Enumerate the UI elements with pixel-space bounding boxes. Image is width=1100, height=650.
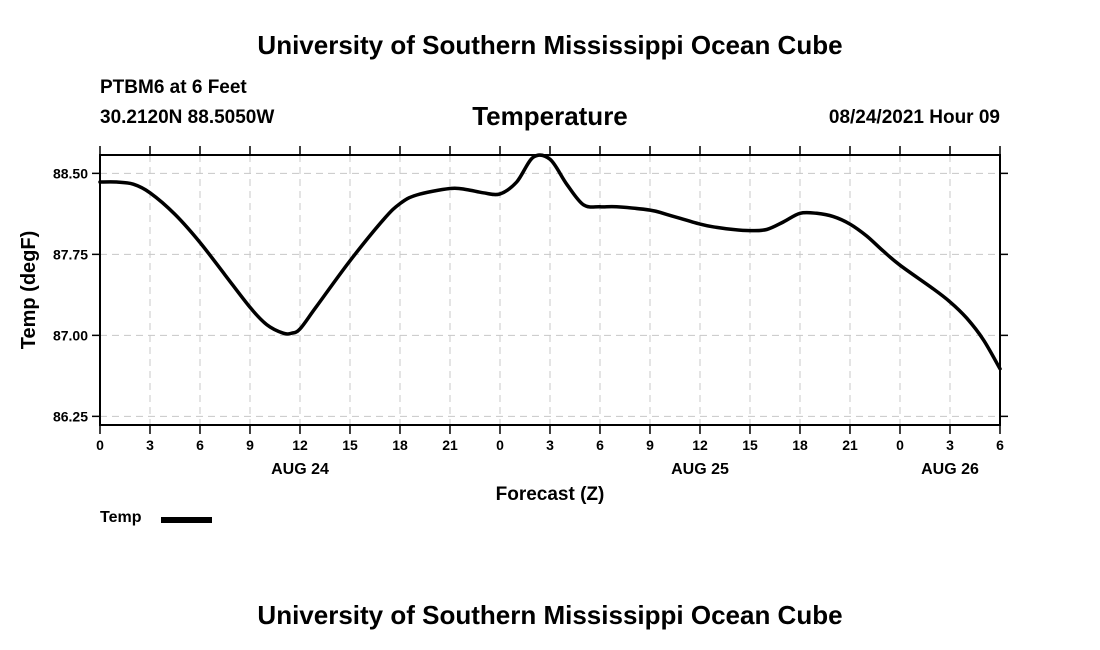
x-tick-label: 15: [742, 437, 758, 453]
series-line-temp: [98, 153, 1002, 371]
x-tick-label: 12: [692, 437, 708, 453]
x-tick-label: 0: [96, 437, 104, 453]
x-tick-label: 0: [896, 437, 904, 453]
legend-label: Temp: [100, 509, 142, 526]
y-tick-label: 88.50: [53, 165, 88, 181]
grid-lines: [100, 155, 1000, 425]
x-tick-label: 21: [842, 437, 858, 453]
station-label: PTBM6 at 6 Feet: [100, 77, 247, 98]
chart-title: Temperature: [472, 101, 628, 131]
coordinates-label: 30.2120N 88.5050W: [100, 107, 275, 128]
x-tick-label: 12: [292, 437, 308, 453]
top-title: University of Southern Mississippi Ocean…: [257, 30, 843, 60]
axes: 0 3 6 9 12 15 18 21 0 3 6 9 12 15 18 21 0 3 6 AUG 24 AUG 25 A…: [53, 146, 1008, 478]
x-tick-label: 3: [546, 437, 554, 453]
bottom-title: University of Southern Mississippi Ocean…: [257, 600, 843, 630]
date-label: AUG 26: [921, 461, 979, 478]
x-tick-label: 9: [646, 437, 654, 453]
y-tick-label: 87.75: [53, 246, 88, 262]
plot-frame: [99, 154, 1001, 426]
y-tick-label: 86.25: [53, 408, 88, 424]
x-axis-label: Forecast (Z): [496, 484, 605, 505]
date-label: AUG 24: [271, 461, 329, 478]
series-layer: [98, 153, 1002, 371]
x-tick-label: 18: [392, 437, 408, 453]
date-label: AUG 25: [671, 461, 729, 478]
x-tick-label: 6: [996, 437, 1004, 453]
x-tick-label: 18: [792, 437, 808, 453]
y-axis-label: Temp (degF): [18, 231, 40, 350]
forecast-datetime: 08/24/2021 Hour 09: [828, 107, 1000, 128]
x-tick-label: 3: [146, 437, 154, 453]
x-tick-label: 15: [342, 437, 358, 453]
x-tick-label: 9: [246, 437, 254, 453]
x-tick-label: 21: [442, 437, 458, 453]
x-tick-label: 0: [496, 437, 504, 453]
legend-swatch: [161, 517, 212, 523]
x-tick-label: 6: [596, 437, 604, 453]
x-tick-label: 3: [946, 437, 954, 453]
y-tick-label: 87.00: [53, 327, 88, 343]
x-tick-label: 6: [196, 437, 204, 453]
